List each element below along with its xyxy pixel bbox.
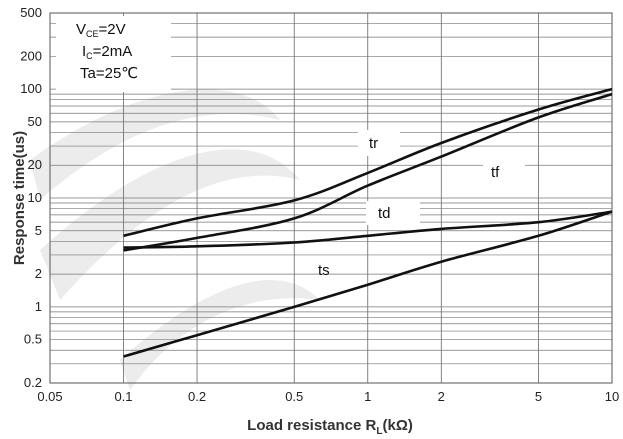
x-tick-label: 1: [364, 389, 371, 404]
y-tick-labels: 0.2 0.5 1 2 5 10 20 50 100 200 500: [20, 5, 42, 390]
curve-label-td: td: [378, 205, 391, 222]
y-tick-label: 200: [20, 48, 42, 63]
x-tick-label: 2: [438, 389, 445, 404]
y-axis-title: Response time(us): [11, 131, 28, 265]
y-tick-label: 0.5: [24, 332, 42, 347]
condition-vce: VCE=2V: [76, 21, 126, 39]
y-tick-label: 5: [35, 223, 42, 238]
conditions-box: VCE=2V IC=2mA Ta=25℃: [56, 16, 171, 92]
series-ts-line: [123, 210, 613, 358]
y-tick-label: 20: [28, 157, 42, 172]
y-tick-label: 100: [20, 81, 42, 96]
x-tick-label: 0.05: [37, 389, 62, 404]
curve-label-tr: tr: [369, 135, 378, 152]
y-tick-label: 1: [35, 299, 42, 314]
y-tick-label: 50: [28, 114, 42, 129]
x-tick-labels: 0.05 0.1 0.2 0.5 1 2 5 10: [37, 389, 619, 404]
series-td-line: [123, 210, 613, 249]
curve-labels: tr tf td ts: [318, 130, 525, 279]
series-tf-line: [123, 92, 613, 252]
y-tick-label: 500: [20, 5, 42, 20]
watermark: [30, 89, 320, 390]
series-tr-line: [123, 87, 613, 238]
y-tick-label: 2: [35, 266, 42, 281]
x-axis-title: Load resistance RL(kΩ): [247, 417, 413, 437]
condition-ic: IC=2mA: [82, 43, 132, 61]
curve-label-tf: tf: [491, 164, 500, 181]
curves: [123, 87, 613, 358]
x-tick-label: 0.5: [285, 389, 303, 404]
curve-label-ts: ts: [318, 262, 330, 279]
condition-ta: Ta=25℃: [80, 65, 138, 82]
x-tick-label: 5: [535, 389, 542, 404]
x-tick-label: 10: [605, 389, 619, 404]
y-tick-label: 10: [28, 190, 42, 205]
x-tick-label: 0.1: [114, 389, 132, 404]
x-tick-label: 0.2: [188, 389, 206, 404]
y-tick-label: 0.2: [24, 375, 42, 390]
